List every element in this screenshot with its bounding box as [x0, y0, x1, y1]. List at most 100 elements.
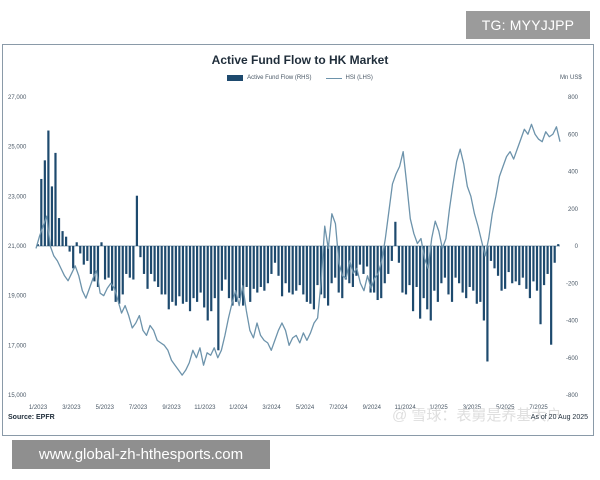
fund-flow-bar	[256, 246, 259, 293]
fund-flow-bar	[185, 246, 188, 302]
fund-flow-bar	[358, 246, 362, 265]
fund-flow-bar	[96, 246, 100, 287]
fund-flow-bar	[291, 246, 294, 295]
fund-flow-bar	[203, 246, 206, 308]
fund-flow-bar	[54, 152, 57, 247]
fund-flow-bar	[192, 246, 195, 299]
fund-flow-bar	[181, 246, 185, 304]
fund-flow-bar	[89, 246, 92, 274]
left-axis-tick-label: 27,000	[8, 95, 27, 101]
fund-flow-bar	[111, 246, 114, 291]
fund-flow-bar	[528, 246, 532, 299]
fund-flow-bar	[220, 246, 223, 291]
fund-flow-bar	[518, 246, 521, 286]
fund-flow-bar	[302, 246, 305, 295]
fund-flow-bar	[270, 246, 273, 274]
fund-flow-bar	[234, 246, 238, 302]
fund-flow-bar	[188, 246, 192, 312]
right-axis-tick-label: 400	[568, 170, 579, 176]
fund-flow-bar	[61, 231, 64, 246]
fund-flow-bar	[142, 246, 146, 274]
fund-flow-bar	[380, 246, 383, 299]
fund-flow-bar	[454, 246, 457, 278]
fund-flow-bar	[47, 130, 50, 246]
fund-flow-bar	[118, 246, 121, 304]
right-axis-tick-label: 800	[568, 95, 579, 101]
chart-title: Active Fund Flow to HK Market	[211, 53, 389, 67]
fund-flow-bar	[521, 246, 524, 278]
left-axis-tick-label: 23,000	[8, 194, 27, 200]
fund-flow-bar	[72, 246, 75, 269]
fund-flow-bar	[557, 244, 560, 246]
x-axis-tick-label: 3/2025	[463, 405, 482, 411]
fund-flow-bar	[337, 246, 340, 293]
fund-flow-bar	[125, 246, 128, 274]
fund-flow-bar	[458, 246, 461, 284]
fund-flow-bar	[323, 246, 326, 299]
fund-flow-bar	[341, 246, 344, 299]
fund-flow-bar	[404, 246, 408, 295]
fund-flow-bar	[447, 246, 450, 295]
fund-flow-bar	[153, 246, 156, 282]
x-axis-tick-label: 1/2024	[229, 405, 248, 411]
fund-flow-bar	[238, 246, 241, 299]
fund-flow-bar	[43, 160, 46, 246]
fund-flow-bar	[496, 246, 500, 276]
hsi-line	[35, 123, 561, 376]
fund-flow-bar	[507, 246, 510, 273]
watermark-top: TG: MYYJJPP	[466, 11, 590, 39]
fund-flow-bar	[373, 246, 376, 293]
fund-flow-bar	[319, 246, 323, 295]
fund-flow-bar	[426, 246, 429, 310]
fund-flow-bar	[224, 246, 227, 280]
fund-flow-bar	[86, 246, 89, 261]
fund-flow-bar	[79, 246, 82, 254]
fund-flow-bar	[472, 246, 475, 291]
right-axis-tick-label: -800	[566, 393, 579, 399]
fund-flow-bar	[57, 218, 61, 246]
x-axis-tick-label: 7/2025	[529, 405, 548, 411]
fund-flow-bar	[504, 246, 507, 289]
fund-flow-bar	[284, 246, 287, 284]
fund-flow-bar	[394, 221, 397, 246]
fund-flow-bar	[411, 246, 415, 312]
fund-flow-bar	[103, 246, 107, 280]
fund-flow-bar	[273, 246, 277, 263]
fund-flow-bar	[227, 246, 231, 299]
fund-flow-bar	[146, 246, 149, 289]
right-axis-tick-label: 0	[575, 244, 579, 250]
chart-as-of-date: As of 20 Aug 2025	[530, 414, 588, 421]
legend-line-swatch	[325, 77, 342, 79]
fund-flow-bar	[277, 246, 280, 276]
fund-flow-bar	[525, 246, 528, 289]
fund-flow-bar	[433, 246, 436, 291]
fund-flow-bar	[475, 246, 478, 304]
fund-flow-bar	[50, 186, 54, 246]
fund-flow-bar	[167, 246, 170, 310]
fund-flow-bar	[178, 246, 181, 297]
fund-flow-bar	[397, 246, 401, 263]
fund-flow-bar	[542, 246, 546, 286]
fund-flow-bar	[408, 246, 411, 286]
fund-flow-bar	[355, 246, 358, 276]
fund-flow-bar	[312, 246, 316, 310]
fund-flow-bar	[486, 246, 489, 362]
fund-flow-bar	[351, 246, 354, 287]
fund-flow-bar	[249, 246, 252, 302]
fund-flow-bar	[344, 246, 347, 280]
fund-flow-bar	[252, 246, 255, 289]
fund-flow-bar	[245, 246, 248, 287]
fund-flow-bar	[75, 242, 78, 246]
fund-flow-bar	[40, 178, 43, 246]
x-axis-tick-label: 9/2023	[162, 405, 181, 411]
fund-flow-bar	[107, 246, 110, 278]
fund-flow-bar	[468, 246, 471, 287]
x-axis-tick-label: 1/2023	[29, 405, 48, 411]
fund-flow-bar	[288, 246, 291, 293]
right-axis-unit: Mn US$	[560, 75, 582, 81]
x-axis-tick-label: 3/2024	[262, 405, 281, 411]
fund-flow-bar	[493, 246, 496, 269]
fund-flow-bar	[316, 246, 319, 286]
right-axis-tick-label: -200	[566, 281, 579, 287]
fund-flow-bar	[482, 246, 485, 321]
